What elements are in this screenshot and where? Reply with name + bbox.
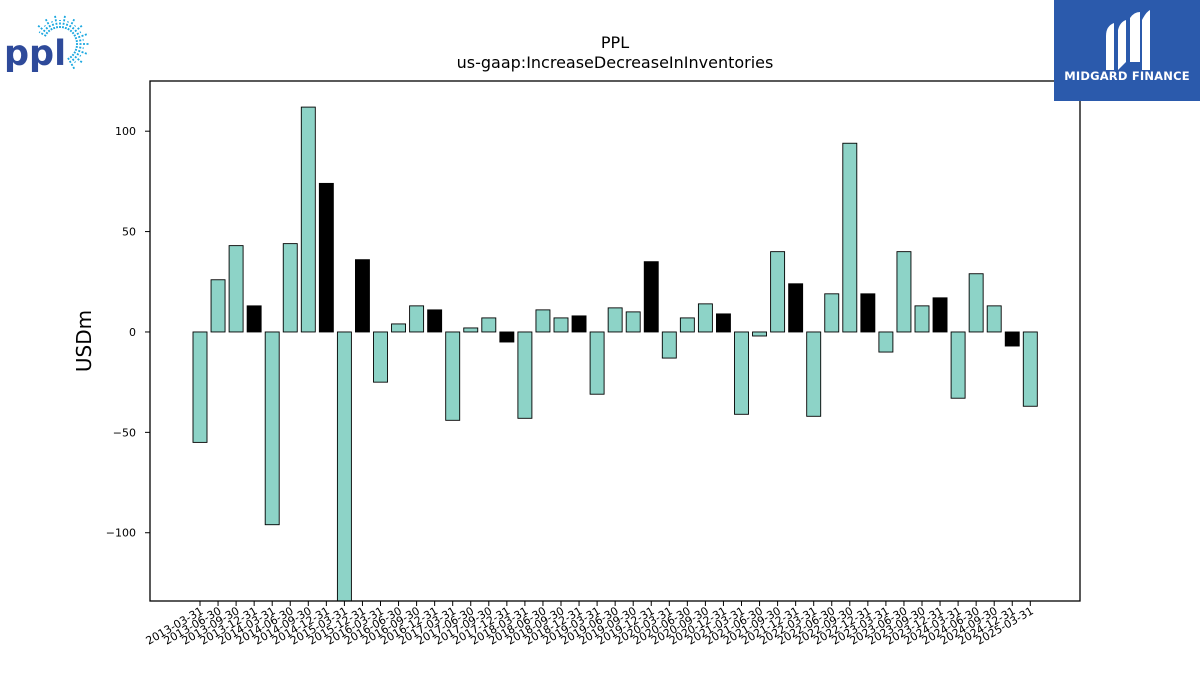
bar-2023-09-30 xyxy=(914,305,930,333)
y-tick-label: 50 xyxy=(122,226,136,239)
chart-title: PPL xyxy=(601,33,629,52)
bar-2021-12-31 xyxy=(788,283,804,333)
bar-2014-03-31 xyxy=(264,331,280,526)
sun-ray xyxy=(53,14,59,29)
plot-area-frame xyxy=(149,80,1081,602)
sun-ray xyxy=(69,25,77,33)
x-axis-ticks: 2013-03-312013-06-302013-09-302013-12-31… xyxy=(144,601,1036,648)
bar-2020-09-30 xyxy=(697,303,713,333)
bar-2018-09-30 xyxy=(553,317,569,333)
sun-ray xyxy=(36,24,49,35)
bar-2017-12-31 xyxy=(499,331,515,343)
ppl-logo-text: ppl xyxy=(4,34,66,74)
bar-2022-06-30 xyxy=(824,293,840,333)
bar-2024-09-30 xyxy=(986,305,1002,333)
bar-2014-12-31 xyxy=(318,182,334,333)
bar-2019-12-31 xyxy=(643,261,659,333)
sun-ray xyxy=(74,32,89,40)
bar-2022-03-31 xyxy=(806,331,822,417)
bar-2025-03-31 xyxy=(1022,331,1038,407)
bar-2019-09-30 xyxy=(625,311,641,333)
bar-2018-12-31 xyxy=(571,315,587,333)
bar-2017-09-30 xyxy=(481,317,497,333)
bar-2022-12-31 xyxy=(860,293,876,333)
bar-2016-12-31 xyxy=(427,309,443,333)
sun-ray xyxy=(71,24,84,35)
bar-2013-03-31 xyxy=(192,331,208,443)
bar-2020-12-31 xyxy=(716,313,731,333)
midgard-emblem-icon xyxy=(1106,10,1150,70)
bar-2018-06-30 xyxy=(535,309,551,333)
bar-2019-03-31 xyxy=(589,331,605,395)
bar-2016-09-30 xyxy=(409,305,425,333)
bar-2016-06-30 xyxy=(391,323,406,333)
bar-2014-06-30 xyxy=(282,243,298,333)
sun-ray xyxy=(44,17,53,31)
bar-2015-12-31 xyxy=(355,259,370,333)
bar-2016-03-31 xyxy=(373,331,388,383)
y-tick-label: 100 xyxy=(115,125,136,138)
chart-subtitle: us-gaap:IncreaseDecreaseInInventories xyxy=(457,53,774,72)
bar-2023-06-30 xyxy=(896,251,912,333)
brand-name: MIDGARD FINANCE xyxy=(1064,69,1190,83)
y-axis-label: USDm xyxy=(72,310,96,372)
bar-2013-12-31 xyxy=(246,305,262,333)
sun-ray xyxy=(73,51,82,57)
bar-2021-09-30 xyxy=(770,251,786,333)
bar-2024-12-31 xyxy=(1004,331,1020,347)
bar-2023-12-31 xyxy=(932,297,948,333)
y-tick-label: −100 xyxy=(106,527,136,540)
sun-ray xyxy=(69,55,77,63)
sun-ray xyxy=(75,45,84,50)
bar-2013-06-30 xyxy=(210,279,226,333)
bars-layer xyxy=(192,106,1038,602)
sun-ray xyxy=(64,21,70,30)
bar-2014-09-30 xyxy=(300,106,316,333)
sun-ray xyxy=(38,31,47,37)
sun-ray xyxy=(71,53,84,64)
bar-2023-03-31 xyxy=(878,331,894,353)
bar-2015-03-31 xyxy=(336,331,352,602)
bar-2020-03-31 xyxy=(661,331,677,359)
bar-2019-06-30 xyxy=(607,307,623,333)
bar-2017-03-31 xyxy=(445,331,461,421)
bar-2017-06-30 xyxy=(463,327,479,333)
y-axis-ticks: −100 −50 0 50 100 xyxy=(106,125,150,540)
bar-2018-03-31 xyxy=(517,331,533,419)
bar-2013-09-30 xyxy=(228,245,244,333)
bar-2020-06-30 xyxy=(679,317,695,333)
sun-ray xyxy=(61,14,67,29)
midgard-finance-logo: MIDGARD FINANCE xyxy=(1054,0,1200,101)
sun-ray xyxy=(43,25,51,33)
sun-ray xyxy=(73,31,82,37)
sun-ray xyxy=(75,38,84,43)
sun-ray xyxy=(67,17,76,31)
sun-rays-icon xyxy=(36,14,90,71)
bar-2022-09-30 xyxy=(842,142,858,333)
sun-ray xyxy=(50,21,56,30)
bar-2021-03-31 xyxy=(734,331,749,415)
bar-2021-06-30 xyxy=(752,331,767,337)
sun-ray xyxy=(74,48,89,56)
bar-2024-03-31 xyxy=(950,331,966,399)
sun-ray xyxy=(67,57,76,71)
bar-2024-06-30 xyxy=(968,273,984,333)
ppl-logo: ppl xyxy=(4,14,90,74)
y-tick-label: −50 xyxy=(113,426,136,439)
y-tick-label: 0 xyxy=(129,326,136,339)
